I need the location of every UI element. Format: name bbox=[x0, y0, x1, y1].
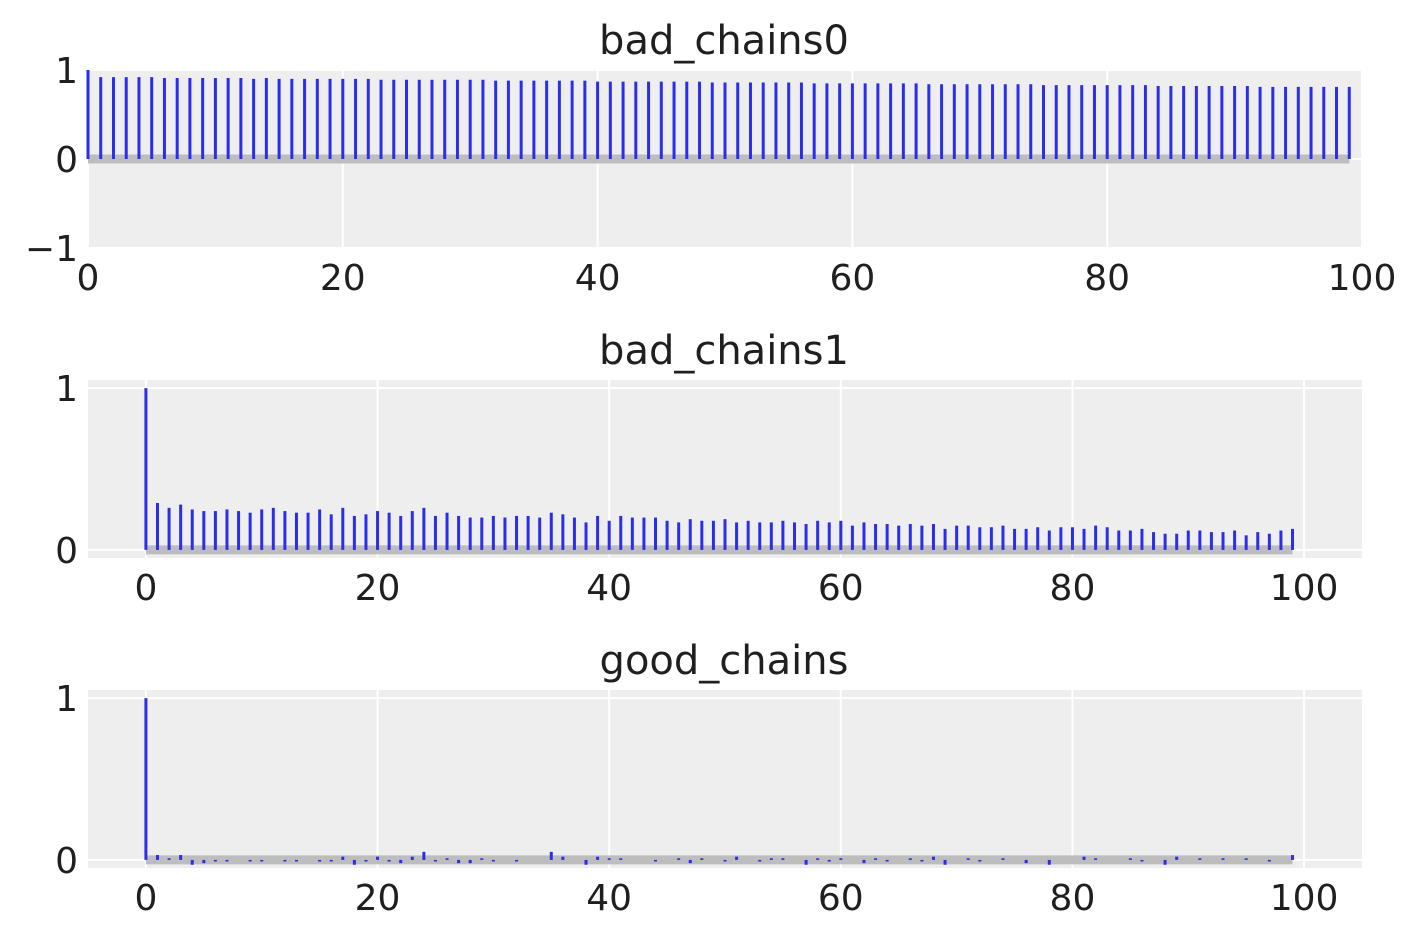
y-tick-labels: 01 bbox=[55, 369, 78, 572]
y-tick-labels: −1 0 1 bbox=[25, 51, 78, 270]
x-tick-labels: 0 20 40 60 80 100 bbox=[77, 258, 1397, 299]
x-tick-label: 100 bbox=[1270, 878, 1339, 919]
y-tick-label: 0 bbox=[55, 841, 78, 882]
x-tick-label: 20 bbox=[320, 258, 366, 299]
x-tick-label: 60 bbox=[818, 568, 864, 609]
plot-area bbox=[88, 690, 1362, 868]
x-tick-label: 40 bbox=[575, 258, 621, 299]
panel-title: good_chains bbox=[600, 638, 849, 684]
panel-bad-chains1: bad_chains1 0 20 40 60 80 100 01 bbox=[55, 328, 1362, 609]
x-tick-label: 0 bbox=[134, 878, 157, 919]
panel-title: bad_chains0 bbox=[599, 18, 849, 64]
acf-stems bbox=[86, 70, 1351, 164]
x-tick-label: 0 bbox=[134, 568, 157, 609]
x-tick-label: 60 bbox=[818, 878, 864, 919]
y-tick-label: −1 bbox=[25, 229, 78, 270]
panel-bad-chains0: bad_chains0 0 20 40 60 80 100 −101 bbox=[25, 18, 1396, 299]
y-tick-label: 1 bbox=[55, 369, 78, 410]
x-tick-label: 100 bbox=[1328, 258, 1397, 299]
acf-stems bbox=[144, 388, 1295, 555]
x-tick-label: 100 bbox=[1270, 568, 1339, 609]
panel-good-chains: good_chains 0 20 40 60 80 100 01 bbox=[55, 638, 1362, 919]
x-tick-label: 40 bbox=[586, 878, 632, 919]
x-tick-label: 80 bbox=[1050, 878, 1096, 919]
x-tick-label: 80 bbox=[1050, 568, 1096, 609]
x-tick-labels: 0 20 40 60 80 100 bbox=[134, 878, 1338, 919]
y-tick-label: 0 bbox=[55, 531, 78, 572]
y-tick-label: 1 bbox=[55, 51, 78, 92]
y-tick-label: 1 bbox=[55, 679, 78, 720]
y-tick-label: 0 bbox=[55, 140, 78, 181]
x-tick-labels: 0 20 40 60 80 100 bbox=[134, 568, 1338, 609]
x-tick-label: 40 bbox=[586, 568, 632, 609]
x-tick-label: 20 bbox=[355, 878, 401, 919]
panel-title: bad_chains1 bbox=[599, 328, 849, 374]
acf-stems bbox=[144, 698, 1295, 865]
x-tick-label: 60 bbox=[829, 258, 875, 299]
y-tick-labels: 01 bbox=[55, 679, 78, 882]
x-tick-label: 20 bbox=[355, 568, 401, 609]
x-tick-label: 0 bbox=[77, 258, 100, 299]
x-tick-label: 80 bbox=[1084, 258, 1130, 299]
